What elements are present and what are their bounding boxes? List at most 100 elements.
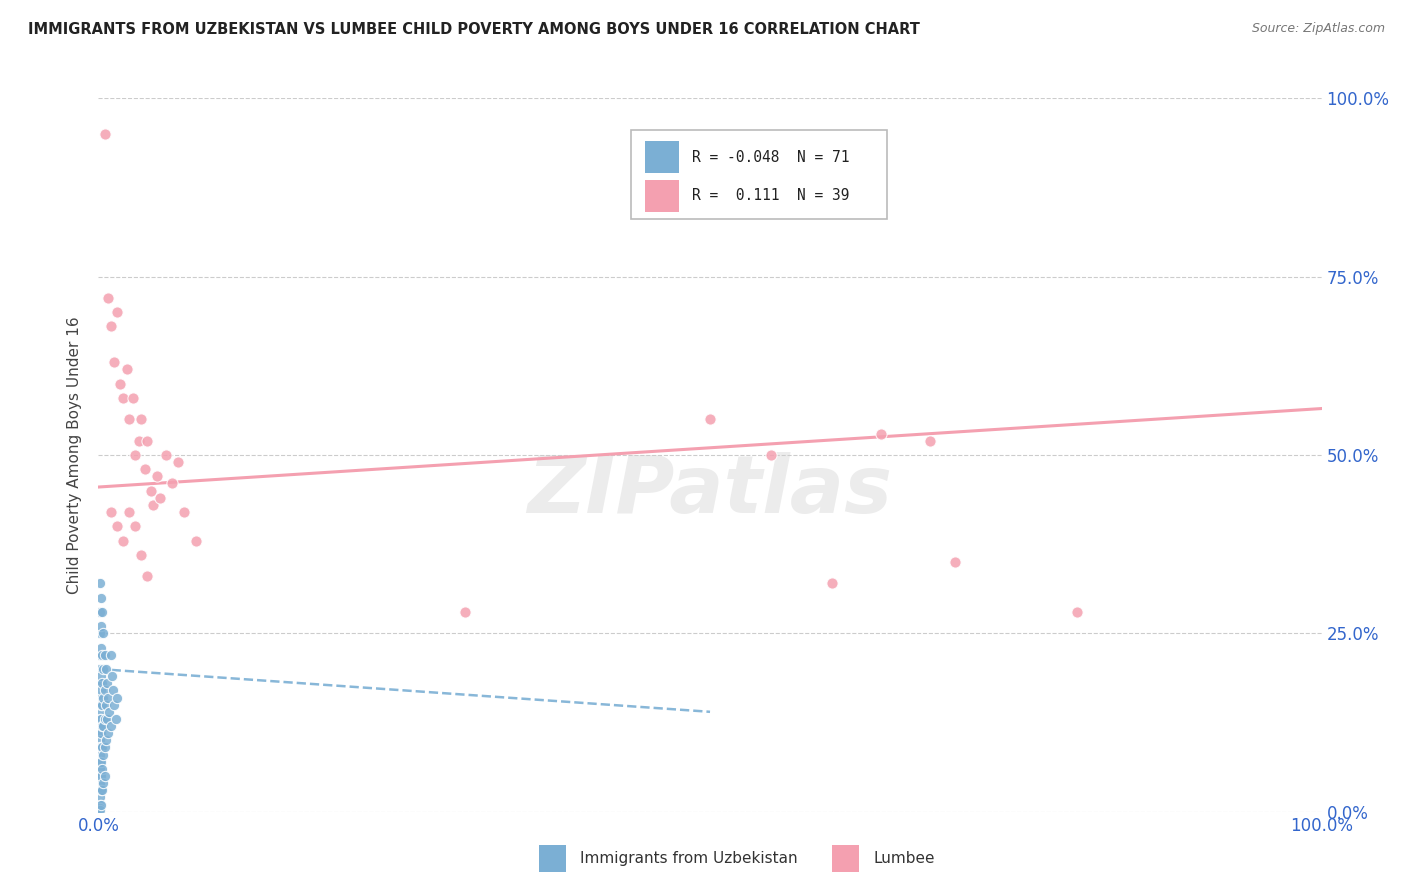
Point: [89, 676, 111, 690]
Point: [111, 391, 134, 405]
Point: [121, 391, 143, 405]
Point: [136, 434, 159, 448]
FancyBboxPatch shape: [630, 130, 887, 219]
Point: [97, 690, 120, 705]
Point: [94, 698, 117, 712]
Point: [91, 740, 114, 755]
Point: [136, 569, 159, 583]
Point: [89, 726, 111, 740]
Point: [160, 476, 183, 491]
Point: [129, 548, 152, 562]
Point: [91, 762, 114, 776]
Point: [89, 755, 111, 769]
Point: [90, 640, 112, 655]
Point: [89, 803, 111, 817]
Point: [101, 669, 124, 683]
Point: [93, 740, 115, 755]
Point: [173, 505, 195, 519]
Point: [699, 412, 721, 426]
Point: [90, 698, 112, 712]
Point: [89, 797, 111, 812]
Point: [89, 576, 111, 591]
Point: [110, 376, 132, 391]
Point: [870, 426, 893, 441]
Point: [920, 434, 942, 448]
Point: [93, 683, 115, 698]
Point: [91, 776, 114, 790]
Point: [91, 690, 114, 705]
Point: [89, 783, 111, 797]
Point: [91, 676, 114, 690]
Point: [100, 719, 122, 733]
Point: [96, 676, 118, 690]
Point: [142, 498, 165, 512]
Point: [96, 712, 118, 726]
FancyBboxPatch shape: [645, 141, 679, 173]
Point: [103, 698, 125, 712]
Point: [89, 626, 111, 640]
Point: [105, 305, 128, 319]
Point: [98, 705, 121, 719]
Point: [155, 448, 177, 462]
Point: [89, 769, 111, 783]
Point: [91, 698, 114, 712]
Point: [146, 469, 169, 483]
Point: [91, 747, 114, 762]
FancyBboxPatch shape: [832, 845, 859, 871]
Text: Immigrants from Uzbekistan: Immigrants from Uzbekistan: [581, 851, 799, 865]
Point: [90, 683, 112, 698]
Point: [89, 762, 111, 776]
Text: R = -0.048  N = 71: R = -0.048 N = 71: [692, 150, 849, 165]
Point: [93, 127, 115, 141]
Point: [89, 790, 111, 805]
Point: [91, 648, 114, 662]
Point: [89, 648, 111, 662]
Point: [90, 669, 112, 683]
Point: [761, 448, 783, 462]
Point: [104, 712, 127, 726]
Text: R =  0.111  N = 39: R = 0.111 N = 39: [692, 188, 849, 203]
Point: [111, 533, 134, 548]
Point: [89, 801, 111, 815]
Point: [97, 291, 120, 305]
Point: [90, 712, 112, 726]
Point: [103, 355, 125, 369]
Text: IMMIGRANTS FROM UZBEKISTAN VS LUMBEE CHILD POVERTY AMONG BOYS UNDER 16 CORRELATI: IMMIGRANTS FROM UZBEKISTAN VS LUMBEE CHI…: [28, 22, 920, 37]
Point: [167, 455, 190, 469]
Point: [105, 690, 128, 705]
Point: [89, 747, 111, 762]
Point: [90, 591, 112, 605]
Point: [115, 362, 138, 376]
Point: [139, 483, 162, 498]
Point: [118, 505, 141, 519]
Text: Lumbee: Lumbee: [875, 851, 935, 865]
Point: [91, 605, 114, 619]
Point: [149, 491, 172, 505]
Point: [105, 519, 128, 533]
Point: [454, 605, 477, 619]
Point: [89, 740, 111, 755]
Point: [89, 705, 111, 719]
Point: [90, 740, 112, 755]
Point: [91, 783, 114, 797]
Point: [91, 719, 114, 733]
Point: [90, 619, 112, 633]
Point: [97, 726, 120, 740]
Point: [101, 683, 124, 698]
Point: [90, 755, 112, 769]
Point: [89, 605, 111, 619]
Point: [134, 462, 156, 476]
FancyBboxPatch shape: [645, 180, 679, 212]
Point: [128, 434, 150, 448]
Point: [89, 719, 111, 733]
Point: [90, 797, 112, 812]
Point: [124, 519, 146, 533]
Point: [89, 712, 111, 726]
Point: [91, 662, 114, 676]
Point: [100, 648, 122, 662]
Y-axis label: Child Poverty Among Boys Under 16: Child Poverty Among Boys Under 16: [67, 316, 83, 594]
Point: [89, 776, 111, 790]
Point: [94, 733, 117, 747]
Point: [91, 626, 114, 640]
Point: [91, 719, 114, 733]
